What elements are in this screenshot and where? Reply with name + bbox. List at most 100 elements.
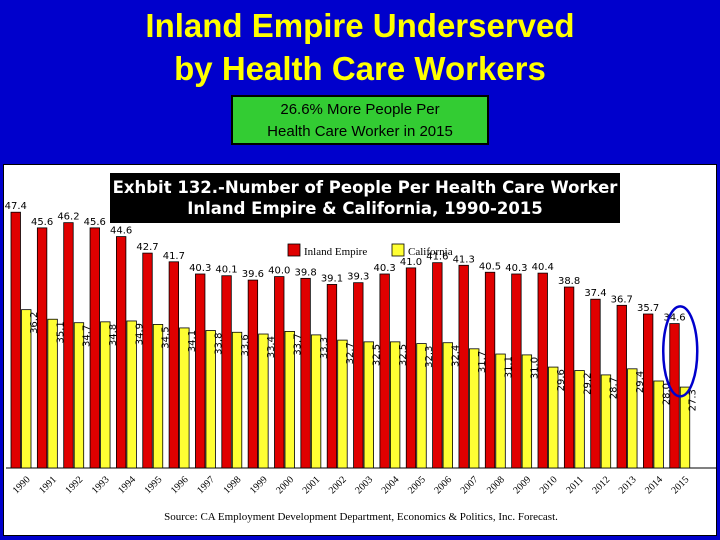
- highlight-circle-2015: [662, 305, 699, 398]
- bar-inland-empire-2010: [537, 272, 548, 469]
- tick-label-2011: 2011: [564, 474, 586, 496]
- bar-california-2014: [653, 380, 664, 469]
- bar-california-2007: [469, 348, 480, 469]
- data-label-inland-empire-2015: 34.6: [663, 313, 685, 324]
- data-label-california-2015: 27.3: [688, 389, 699, 411]
- data-label-california-2009: 31.0: [530, 357, 541, 379]
- bar-inland-empire-2001: [300, 277, 311, 469]
- tick-label-2000: 2000: [274, 474, 296, 496]
- bar-inland-empire-1998: [221, 275, 232, 469]
- data-label-inland-empire-1998: 40.1: [215, 265, 237, 276]
- data-label-california-1997: 33.8: [213, 333, 224, 355]
- bar-inland-empire-1994: [116, 236, 127, 469]
- bar-california-1995: [152, 324, 164, 469]
- bar-california-2013: [627, 368, 638, 469]
- legend-swatch-california: [391, 243, 405, 257]
- callout-box: 26.6% More People Per Health Care Worker…: [231, 95, 489, 145]
- tick-label-1997: 1997: [195, 474, 217, 496]
- bar-inland-empire-2000: [274, 276, 285, 469]
- bar-inland-empire-2014: [643, 313, 654, 469]
- data-label-california-1998: 33.6: [240, 334, 251, 356]
- slide-title-line2: by Health Care Workers: [174, 50, 546, 87]
- data-label-california-2003: 32.5: [372, 344, 383, 366]
- bar-california-1991: [47, 318, 58, 469]
- bar-california-1993: [100, 321, 111, 469]
- chart-title-line1: Exhbit 132.-Number of People Per Health …: [112, 178, 618, 197]
- data-label-inland-empire-1999: 39.6: [242, 269, 264, 280]
- tick-label-1999: 1999: [248, 474, 270, 496]
- data-label-california-2000: 33.7: [293, 333, 304, 355]
- bar-california-1992: [73, 322, 85, 469]
- bar-inland-empire-2013: [616, 304, 627, 469]
- data-label-california-2004: 32.5: [398, 344, 409, 366]
- bar-inland-empire-1999: [247, 279, 259, 469]
- bar-inland-empire-1997: [195, 273, 206, 469]
- tick-label-1993: 1993: [90, 474, 112, 496]
- data-label-california-1999: 33.4: [266, 336, 277, 358]
- data-label-inland-empire-2010: 40.4: [532, 262, 554, 273]
- slide-title-line1: Inland Empire Underserved: [145, 7, 575, 44]
- bar-inland-empire-1993: [89, 227, 100, 469]
- bar-california-2003: [363, 341, 374, 469]
- bar-california-1990: [21, 309, 32, 469]
- tick-label-2012: 2012: [590, 474, 612, 496]
- bar-california-2004: [389, 341, 401, 469]
- bar-inland-empire-2011: [563, 286, 575, 469]
- bar-california-2008: [495, 353, 506, 469]
- data-label-inland-empire-2005: 41.0: [400, 257, 422, 268]
- data-label-california-2008: 31.1: [503, 356, 514, 378]
- chart-panel: Exhbit 132.-Number of People Per Health …: [3, 164, 717, 536]
- data-label-inland-empire-2011: 38.8: [558, 276, 580, 287]
- data-label-california-1992: 34.7: [82, 325, 93, 347]
- data-label-california-2011: 29.2: [582, 373, 593, 395]
- data-label-inland-empire-1992: 46.2: [57, 212, 79, 223]
- bar-california-1996: [179, 327, 190, 469]
- tick-label-2009: 2009: [511, 474, 533, 496]
- slide-title: Inland Empire Underserved by Health Care…: [0, 4, 720, 90]
- bar-california-1999: [258, 333, 269, 469]
- tick-label-1992: 1992: [63, 474, 85, 496]
- bar-california-2002: [337, 339, 348, 469]
- bar-inland-empire-1996: [168, 261, 180, 469]
- data-label-inland-empire-2003: 39.3: [347, 272, 369, 283]
- bar-inland-empire-2005: [405, 267, 417, 469]
- data-label-inland-empire-2001: 39.8: [294, 267, 316, 278]
- bar-california-2001: [310, 334, 322, 469]
- chart-source: Source: CA Employment Development Depart…: [164, 511, 558, 523]
- tick-label-2005: 2005: [406, 474, 428, 496]
- tick-label-1995: 1995: [142, 474, 164, 496]
- chart-title-line2: Inland Empire & California, 1990-2015: [187, 199, 543, 218]
- bar-inland-empire-2002: [326, 284, 338, 469]
- data-label-inland-empire-2007: 41.3: [453, 254, 475, 265]
- data-label-inland-empire-1996: 41.7: [163, 251, 185, 262]
- tick-label-2002: 2002: [327, 474, 349, 496]
- data-label-california-1990: 36.2: [29, 312, 40, 334]
- tick-label-2008: 2008: [485, 474, 507, 496]
- bar-inland-empire-2007: [458, 264, 469, 469]
- bar-chart: Inland Empire California 47.4 36.2 1990 45.6 3…: [5, 201, 716, 496]
- data-label-inland-empire-2013: 36.7: [611, 294, 633, 305]
- tick-label-1996: 1996: [169, 474, 191, 496]
- bar-california-2005: [416, 343, 427, 469]
- data-label-california-2014: 28.0: [661, 383, 672, 405]
- data-label-california-1993: 34.8: [108, 324, 119, 346]
- bar-inland-empire-2003: [353, 282, 364, 469]
- bar-california-2015: [679, 386, 691, 469]
- tick-label-1990: 1990: [11, 474, 33, 496]
- data-label-inland-empire-2014: 35.7: [637, 303, 659, 314]
- data-label-california-1994: 34.9: [134, 323, 145, 345]
- bar-california-2000: [284, 331, 295, 469]
- data-label-inland-empire-1994: 44.6: [110, 226, 132, 237]
- data-label-inland-empire-2008: 40.5: [479, 261, 501, 272]
- bar-inland-empire-1995: [142, 252, 153, 469]
- tick-label-1991: 1991: [37, 474, 59, 496]
- bar-inland-empire-1991: [36, 227, 48, 469]
- bar-inland-empire-2008: [484, 271, 496, 469]
- tick-label-2006: 2006: [432, 474, 454, 496]
- data-label-california-2012: 28.7: [609, 377, 620, 399]
- data-label-inland-empire-2002: 39.1: [321, 273, 343, 284]
- data-label-inland-empire-2006: 41.6: [426, 252, 448, 263]
- data-label-inland-empire-2009: 40.3: [505, 263, 527, 274]
- tick-label-2015: 2015: [669, 474, 691, 496]
- data-label-inland-empire-1997: 40.3: [189, 263, 211, 274]
